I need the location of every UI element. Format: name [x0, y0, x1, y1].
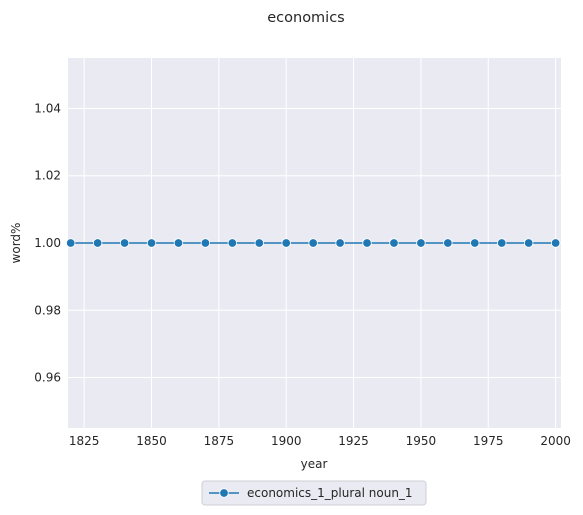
data-point	[443, 238, 453, 248]
data-point	[523, 238, 534, 248]
data-point	[281, 238, 291, 248]
y-tick-label: 0.96	[34, 371, 61, 385]
y-tick-label: 1.04	[34, 101, 61, 115]
legend-box	[201, 480, 427, 506]
y-tick-label: 1.02	[34, 169, 61, 183]
y-tick-label: 0.98	[34, 303, 61, 317]
data-point	[362, 238, 372, 248]
y-tick-label: 1.00	[34, 236, 61, 250]
x-axis-ticks: 1825 1850 1875 1900 1925 1950 1975 2000	[69, 434, 571, 448]
legend-label: economics_1_plural noun_1	[247, 486, 413, 500]
x-tick-label: 1925	[338, 434, 369, 448]
x-tick-label: 1950	[406, 434, 437, 448]
data-point	[92, 238, 103, 248]
data-point	[65, 238, 76, 248]
data-point	[308, 238, 318, 248]
data-point	[470, 238, 480, 248]
data-point	[146, 238, 157, 248]
data-point	[200, 238, 211, 248]
legend-marker	[219, 488, 229, 498]
x-tick-label: 1850	[136, 434, 167, 448]
x-tick-label: 1825	[69, 434, 100, 448]
data-point	[173, 238, 184, 248]
series-layer	[65, 238, 561, 248]
y-axis-label: word%	[9, 223, 23, 264]
x-tick-label: 1875	[204, 434, 235, 448]
legend: economics_1_plural noun_1	[201, 480, 427, 506]
data-point	[497, 238, 507, 248]
data-point	[389, 238, 399, 248]
data-point	[227, 238, 238, 248]
data-point	[550, 238, 561, 248]
data-point	[335, 238, 345, 248]
x-tick-label: 1975	[473, 434, 504, 448]
data-point	[119, 238, 130, 248]
data-point	[416, 238, 426, 248]
x-axis-label: year	[301, 457, 328, 471]
data-point	[254, 238, 264, 248]
chart-title: economics	[267, 10, 345, 26]
y-axis-ticks: 0.96 0.98 1.00 1.02 1.04	[34, 101, 61, 384]
x-tick-label: 1900	[271, 434, 302, 448]
x-tick-label: 2000	[540, 434, 571, 448]
